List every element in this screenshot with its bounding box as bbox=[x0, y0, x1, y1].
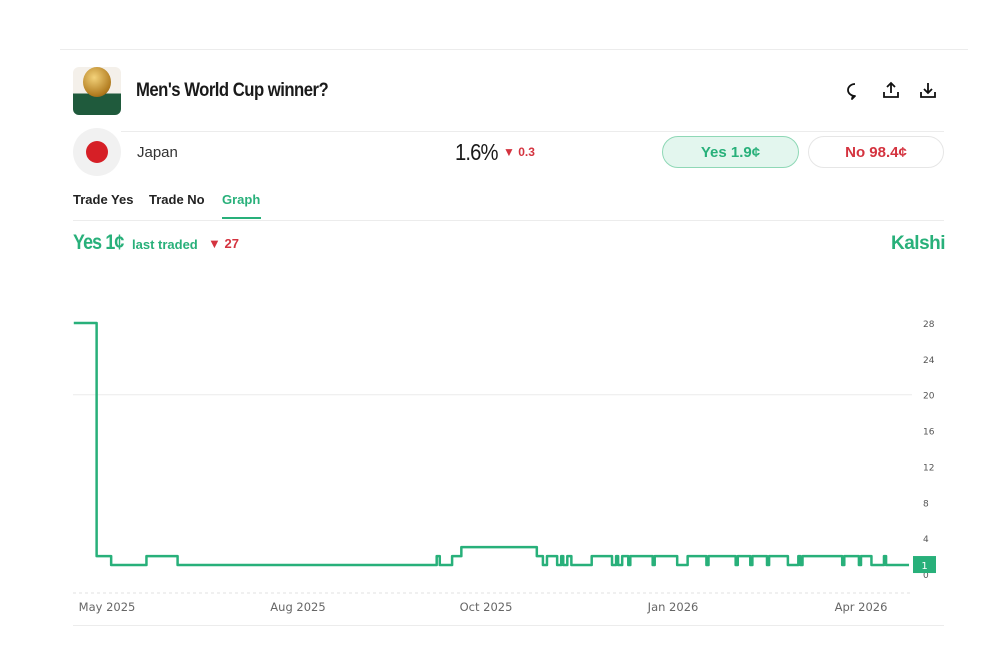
header-divider bbox=[121, 131, 944, 132]
probability-change: ▼ 0.3 bbox=[503, 145, 535, 159]
download-icon[interactable] bbox=[918, 80, 938, 100]
price-change: ▼ 27 bbox=[208, 236, 239, 251]
kalshi-logo: Kalshi bbox=[891, 233, 946, 254]
last-traded-label: last traded bbox=[132, 237, 198, 252]
top-divider bbox=[60, 49, 968, 50]
x-tick-label: Aug 2025 bbox=[270, 600, 325, 614]
y-tick-label: 12 bbox=[923, 463, 934, 473]
golden-ball-icon bbox=[83, 67, 111, 97]
y-tick-label: 20 bbox=[923, 392, 935, 402]
probability: 1.6% bbox=[455, 139, 499, 165]
x-tick-label: Jan 2026 bbox=[647, 600, 699, 614]
buy-no-button[interactable]: No 98.4¢ bbox=[808, 136, 944, 168]
page-title: Men's World Cup winner? bbox=[136, 80, 329, 101]
x-tick-label: Oct 2025 bbox=[460, 600, 513, 614]
tab-trade-no[interactable]: Trade No bbox=[149, 192, 205, 207]
world-cup-logo bbox=[73, 67, 121, 115]
tabs-divider bbox=[73, 220, 944, 221]
active-tab-indicator bbox=[222, 217, 261, 219]
bottom-divider bbox=[73, 625, 944, 626]
y-tick-label: 0 bbox=[923, 571, 929, 581]
japan-flag-icon bbox=[73, 128, 121, 176]
y-tick-label: 16 bbox=[923, 428, 935, 438]
y-tick-label: 24 bbox=[923, 356, 935, 366]
tab-trade-yes[interactable]: Trade Yes bbox=[73, 192, 134, 207]
tab-graph[interactable]: Graph bbox=[222, 192, 261, 207]
x-tick-label: Apr 2026 bbox=[835, 600, 888, 614]
share-icon[interactable] bbox=[881, 80, 901, 100]
current-value-label: 1 bbox=[921, 561, 927, 572]
y-tick-label: 4 bbox=[923, 535, 929, 545]
x-tick-label: May 2025 bbox=[79, 600, 136, 614]
buy-yes-button[interactable]: Yes 1.9¢ bbox=[662, 136, 799, 168]
last-price: Yes 1¢ bbox=[73, 231, 124, 254]
y-tick-label: 28 bbox=[923, 320, 935, 330]
market-name: Japan bbox=[137, 144, 178, 161]
y-tick-label: 8 bbox=[923, 499, 929, 509]
current-value-marker bbox=[913, 556, 936, 574]
price-line bbox=[73, 321, 910, 567]
comment-icon[interactable] bbox=[845, 81, 865, 101]
